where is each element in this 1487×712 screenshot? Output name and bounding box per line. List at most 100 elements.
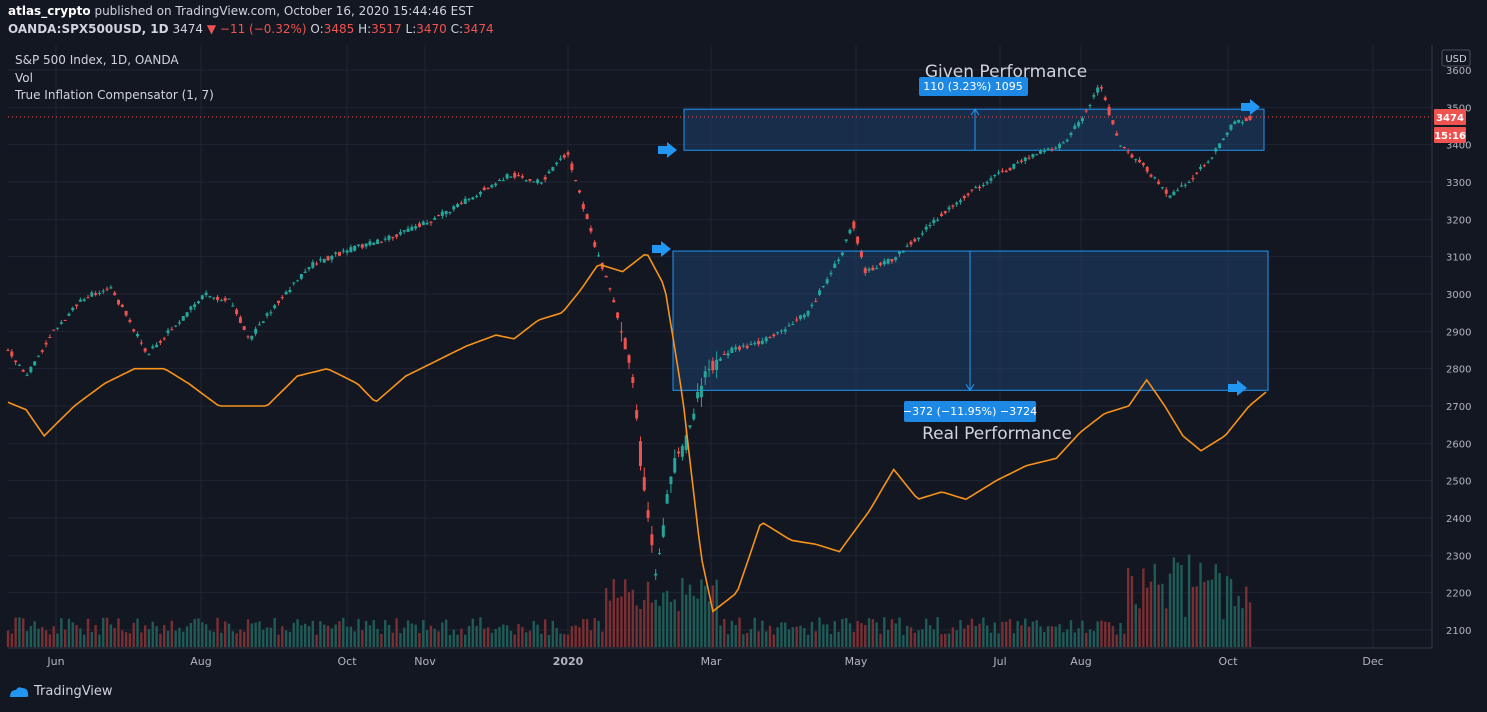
volume-bar xyxy=(730,620,734,647)
candle-body xyxy=(1248,115,1252,120)
volume-bar xyxy=(315,634,318,647)
candle-body xyxy=(90,292,94,297)
volume-bar xyxy=(1153,563,1157,647)
candle-body xyxy=(212,297,216,299)
volume-bar xyxy=(475,625,478,647)
volume-bar xyxy=(856,621,859,647)
volume-bar xyxy=(635,605,638,647)
candle-body xyxy=(296,280,300,282)
volume-bar xyxy=(905,625,909,647)
volume-bar xyxy=(269,627,273,647)
candle-body xyxy=(745,345,749,349)
volume-bar xyxy=(41,627,44,647)
candle-body xyxy=(890,258,894,262)
candle-body xyxy=(1134,159,1138,161)
price-axis-ticks[interactable]: 3600 3500 3400 3300 3200 3100 3000 2900 2800 2700… xyxy=(1446,66,1471,637)
time-tick-label: Aug xyxy=(1070,655,1091,668)
volume-bar xyxy=(521,626,524,647)
volume-bar xyxy=(597,620,600,647)
candle-body xyxy=(48,337,52,339)
candle-body xyxy=(1008,168,1012,171)
volume-bar xyxy=(159,633,162,647)
candle-body xyxy=(1065,139,1069,142)
volume-bar xyxy=(338,621,341,647)
volume-bar xyxy=(890,619,894,647)
candle-body xyxy=(947,207,951,210)
candle-body xyxy=(581,203,585,209)
volume-bar xyxy=(1138,608,1141,647)
candle-body xyxy=(1122,147,1126,149)
candle-body xyxy=(471,197,475,200)
volume-bar xyxy=(814,631,817,647)
volume-bar xyxy=(662,592,665,647)
candle-body xyxy=(398,232,402,235)
candle-body xyxy=(97,292,101,294)
candle-body xyxy=(1126,151,1130,153)
given-measure-arrowhead xyxy=(970,108,980,116)
volume-bar xyxy=(143,625,147,647)
volume-bar xyxy=(208,630,212,647)
given-measure-label: 110 (3.23%) 1095 xyxy=(923,80,1023,93)
candle-body xyxy=(707,369,711,371)
volume-bar xyxy=(719,625,722,647)
author-name[interactable]: atlas_crypto xyxy=(8,4,91,18)
volume-bar xyxy=(547,634,551,647)
volume-bar xyxy=(235,633,238,647)
candle-body xyxy=(40,350,44,352)
volume-bar xyxy=(1245,586,1248,647)
candle-body xyxy=(749,343,753,345)
candle-body xyxy=(200,295,204,300)
volume-bar xyxy=(959,619,962,647)
volume-bar xyxy=(966,624,970,647)
volume-bar xyxy=(406,620,410,647)
given-performance-zone[interactable] xyxy=(683,108,1265,151)
time-tick-label: Dec xyxy=(1362,655,1383,668)
volume-bar xyxy=(1096,621,1099,647)
volume-bar xyxy=(326,625,330,647)
candle-body xyxy=(985,182,989,184)
candle-body xyxy=(1107,106,1111,116)
candle-body xyxy=(1202,165,1206,167)
tradingview-branding[interactable]: TradingView xyxy=(8,684,113,699)
candle-body xyxy=(120,304,124,307)
volume-bar xyxy=(631,589,635,647)
candle-body xyxy=(1145,167,1149,172)
volume-bar xyxy=(1210,579,1214,647)
volume-bar xyxy=(982,617,985,647)
volume-bar xyxy=(612,578,615,647)
candle-body xyxy=(589,227,593,232)
given-measure-badge xyxy=(919,77,1028,96)
candle-body xyxy=(955,202,959,205)
candle-body xyxy=(1023,157,1027,161)
candle-body xyxy=(357,244,361,246)
volume-bar xyxy=(361,630,364,647)
publish-info: published on TradingView.com, October 16… xyxy=(94,4,474,18)
high-label: H: xyxy=(358,22,372,36)
time-axis-ticks[interactable]: Jun Aug Oct Nov 2020 Mar May Jul Aug Oct Dec xyxy=(46,655,1383,668)
time-tick-label: May xyxy=(845,655,868,668)
candle-body xyxy=(1157,181,1161,184)
last-price-badge xyxy=(1434,109,1466,125)
candle-body xyxy=(410,226,414,231)
volume-bar xyxy=(681,577,684,647)
candle-body xyxy=(997,172,1001,174)
candle-body xyxy=(417,223,421,227)
volume-bar xyxy=(1214,564,1217,647)
candle-body xyxy=(513,172,517,178)
currency-button[interactable] xyxy=(1441,49,1471,67)
price-tick-label: 2100 xyxy=(1446,626,1471,637)
candle-body xyxy=(505,174,509,179)
volume-bar xyxy=(1206,580,1210,647)
volume-bar xyxy=(1062,632,1065,647)
volume-bar xyxy=(1222,619,1225,647)
volume-bar xyxy=(1191,586,1195,647)
candle-body xyxy=(181,316,185,321)
volume-bar xyxy=(1218,573,1221,647)
volume-bars xyxy=(6,554,1252,647)
candle-body xyxy=(1042,151,1046,153)
volume-bar xyxy=(1069,620,1073,647)
volume-bar xyxy=(1229,578,1233,647)
volume-bar xyxy=(616,597,619,647)
candle-body xyxy=(920,233,924,235)
